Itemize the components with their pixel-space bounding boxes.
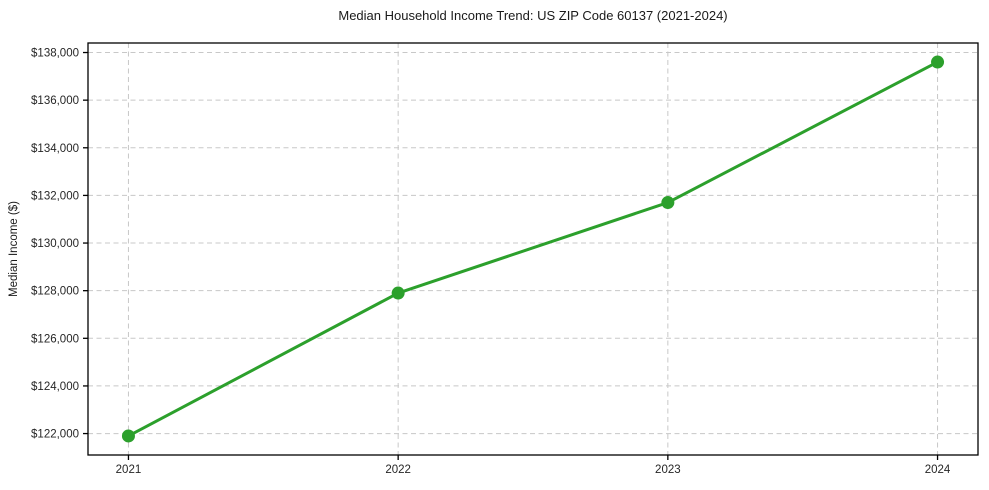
y-tick-label: $136,000 (31, 95, 79, 107)
y-tick-label: $132,000 (31, 190, 79, 202)
plot-spines (87, 42, 979, 456)
x-tick-label: 2024 (925, 464, 951, 476)
data-point-marker (661, 196, 675, 210)
chart-title: Median Household Income Trend: US ZIP Co… (338, 8, 728, 23)
y-tick-label: $138,000 (31, 48, 79, 60)
y-tick-label: $130,000 (31, 238, 79, 250)
data-point-marker (121, 429, 135, 443)
income-line-series (126, 60, 940, 438)
y-tick-label: $126,000 (31, 333, 79, 345)
data-point-marker (391, 286, 405, 300)
y-tick-label: $122,000 (31, 429, 79, 441)
y-tick-label: $134,000 (31, 143, 79, 155)
x-tick-label: 2023 (655, 464, 681, 476)
x-tick-label: 2021 (116, 464, 142, 476)
data-point-marker (931, 55, 945, 69)
y-tick-label: $128,000 (31, 286, 79, 298)
x-tick-label: 2022 (385, 464, 411, 476)
y-tick-label: $124,000 (31, 381, 79, 393)
